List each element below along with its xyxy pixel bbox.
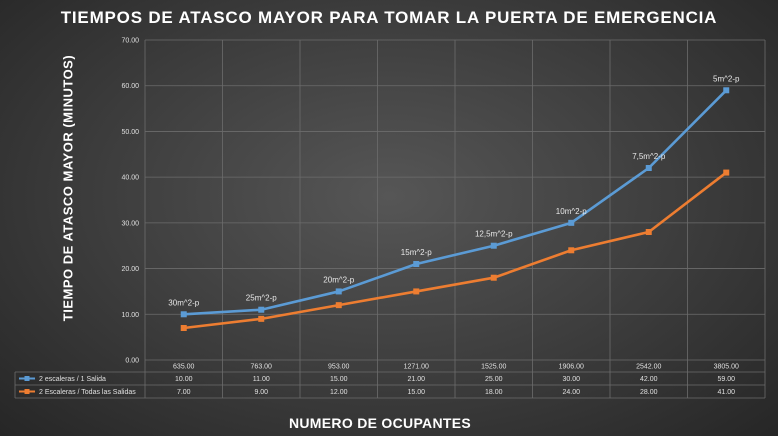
data-point: [490, 274, 497, 281]
data-point: [413, 288, 420, 295]
point-label-layer: 30m^2-p 25m^2-p 20m^2-p 15m^2-p 12,5m^2-p 10m…: [168, 74, 740, 307]
data-label: 25m^2-p: [246, 294, 277, 303]
table-cell-value: 10.00: [175, 376, 193, 383]
data-label: 7,5m^2-p: [632, 152, 666, 161]
x-tick-label: 1271.00: [404, 364, 429, 371]
data-label: 10m^2-p: [556, 207, 587, 216]
data-point: [258, 315, 265, 322]
table-cell-value: 11.00: [253, 376, 270, 383]
data-label: 12,5m^2-p: [475, 230, 513, 239]
data-point: [490, 242, 497, 249]
y-tick-label: 30.00: [121, 220, 139, 227]
data-point: [723, 169, 730, 176]
y-tick-label: 20.00: [121, 266, 139, 273]
y-tick-label: 50.00: [121, 129, 139, 136]
data-point: [258, 306, 265, 313]
y-tick-label: 60.00: [121, 83, 139, 90]
x-tick-label: 2542.00: [636, 364, 661, 371]
y-tick-label: 70.00: [121, 38, 139, 45]
x-tick-label: 635.00: [173, 364, 195, 371]
chart-title: TIEMPOS DE ATASCO MAYOR PARA TOMAR LA PU…: [60, 8, 718, 27]
x-axis-label: NUMERO DE OCUPANTES: [288, 415, 471, 431]
data-point: [413, 261, 420, 267]
data-point: [335, 288, 342, 295]
data-point: [645, 229, 652, 235]
data-point: [335, 302, 342, 309]
data-table: 635.00 763.00 953.00 1271.00 1525.00 1906.00 2…: [14, 364, 765, 399]
legend-key-marker: [24, 376, 30, 381]
series-line-2: [183, 171, 728, 330]
legend-label: 2 escaleras / 1 Salida: [39, 376, 106, 383]
x-tick-label: 953.00: [328, 364, 350, 371]
data-point: [180, 325, 187, 331]
series-line-1: [183, 89, 728, 316]
legend-label: 2 Escaleras / Todas las Salidas: [39, 389, 136, 396]
table-cell-value: 7.00: [177, 389, 191, 396]
data-point: [645, 165, 652, 171]
table-cell-value: 42.00: [640, 376, 658, 383]
y-tick-label: 10.00: [121, 312, 139, 319]
grid-layer: 0.00 10.00 20.00 30.00 40.00 50.00 60.00 70.00: [121, 38, 766, 398]
table-cell-value: 15.00: [407, 389, 425, 396]
table-cell-value: 18.00: [485, 389, 503, 396]
legend-key-marker: [24, 389, 30, 394]
data-point: [568, 219, 575, 226]
y-tick-label: 0.00: [125, 358, 139, 365]
data-label: 30m^2-p: [168, 298, 199, 307]
table-cell-value: 28.00: [640, 389, 658, 396]
table-cell-value: 41.00: [717, 389, 735, 396]
table-cell-value: 12.00: [330, 389, 348, 396]
data-label: 5m^2-p: [713, 74, 740, 83]
table-cell-value: 59.00: [717, 376, 735, 383]
data-label: 20m^2-p: [323, 275, 354, 284]
series-layer: [180, 87, 730, 331]
table-cell-value: 21.00: [407, 376, 425, 383]
x-tick-label: 1525.00: [481, 364, 506, 371]
table-cell-value: 25.00: [485, 376, 503, 383]
x-tick-label: 763.00: [251, 364, 273, 371]
table-cell-value: 15.00: [330, 376, 348, 383]
table-cell-value: 9.00: [254, 389, 268, 396]
data-point: [723, 87, 730, 94]
table-cell-value: 24.00: [562, 389, 580, 396]
data-point: [180, 311, 187, 318]
table-cell-value: 30.00: [562, 376, 580, 383]
data-label: 15m^2-p: [401, 248, 432, 257]
data-point: [568, 247, 575, 254]
x-tick-label: 1906.00: [559, 364, 584, 371]
y-tick-label: 40.00: [121, 175, 139, 182]
x-tick-label: 3805.00: [714, 364, 739, 371]
